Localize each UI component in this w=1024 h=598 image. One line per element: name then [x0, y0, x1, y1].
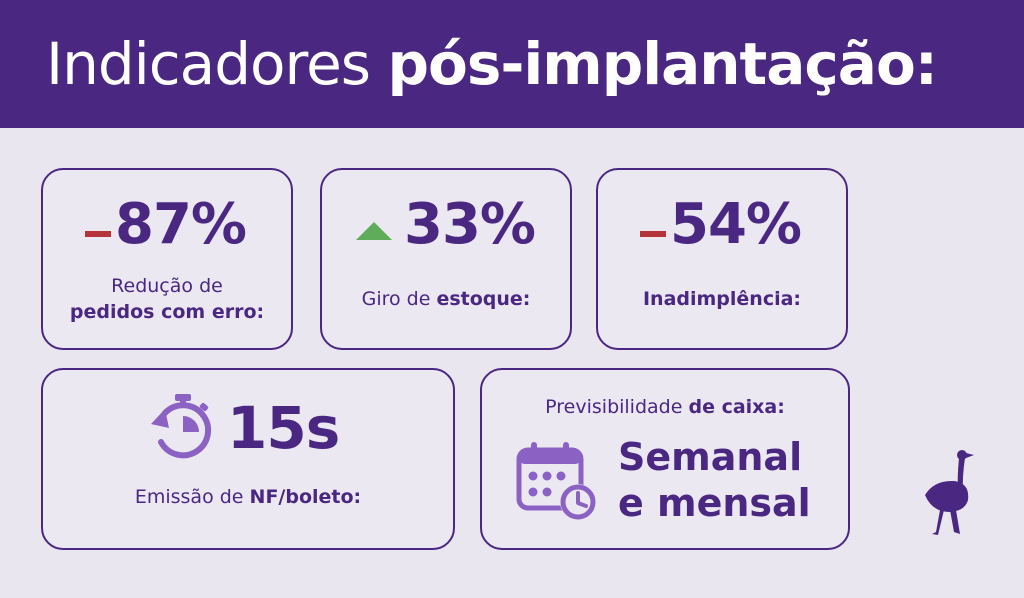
ostrich-logo [920, 448, 980, 538]
title-bold: pós-implantação: [387, 30, 938, 98]
card-label-bold: Inadimplência: [642, 288, 802, 310]
minus-icon [640, 231, 666, 237]
card-label: Redução de pedidos com erro: [43, 273, 291, 325]
card-label-prefix: Previsibilidade [545, 396, 683, 418]
card-label-bold: pedidos com erro: [69, 301, 265, 323]
page-title: Indicadores pós-implantação: [46, 28, 938, 100]
card-label-bold: de caixa: [688, 396, 785, 418]
card-label-bold: estoque: [436, 288, 531, 310]
stopwatch-icon [147, 390, 217, 462]
title-light: Indicadores [46, 30, 371, 98]
header-banner: Indicadores pós-implantação: [0, 0, 1024, 128]
calendar-clock-icon [516, 440, 602, 522]
card-label: Giro de estoque: [322, 286, 570, 312]
card-value: Semanal e mensal [618, 434, 811, 526]
minus-icon [85, 231, 111, 237]
arrow-up-icon [356, 222, 392, 240]
card-giro-estoque: 33% Giro de estoque: [320, 168, 572, 350]
card-value: 33% [404, 192, 536, 257]
card-value: 87% [115, 192, 247, 257]
card-value: 54% [670, 192, 802, 257]
card-label: Inadimplência: [598, 286, 846, 312]
card-emissao-nf: 15s Emissão de NF/boleto: [41, 368, 455, 550]
card-previsibilidade-caixa: Previsibilidade de caixa: Semanal e mens… [480, 368, 850, 550]
card-label: Previsibilidade de caixa: [482, 394, 848, 420]
card-label-prefix: Giro de [361, 288, 431, 310]
card-label-bold: NF/boleto: [249, 486, 362, 508]
card-value-line1: Semanal [618, 435, 803, 479]
card-label: Emissão de NF/boleto: [43, 484, 453, 510]
card-label-line1: Redução de [111, 275, 223, 297]
card-label-prefix: Emissão de [134, 486, 244, 508]
card-inadimplencia: 54% Inadimplência: [596, 168, 848, 350]
card-value-line2: e mensal [618, 481, 811, 525]
card-value: 15s [227, 394, 340, 462]
card-pedidos-erro: 87% Redução de pedidos com erro: [41, 168, 293, 350]
